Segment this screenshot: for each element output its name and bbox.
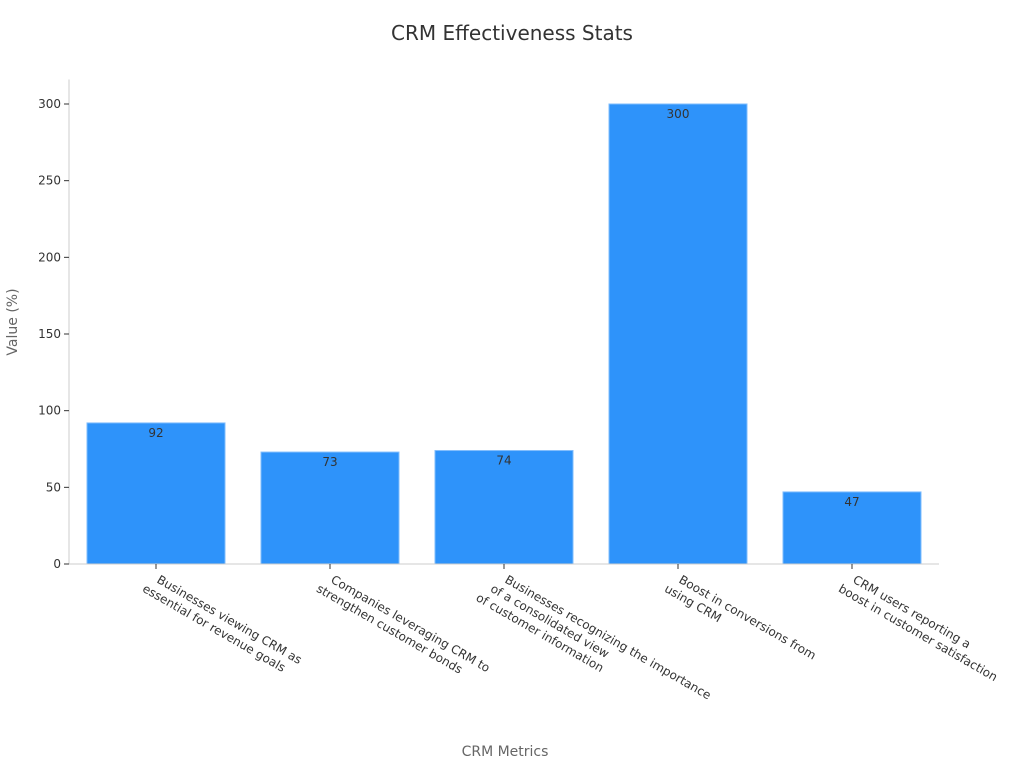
x-tick-label: Companies leveraging CRM tostrengthen cu… bbox=[314, 568, 492, 688]
x-tick-label-line: Boost in conversions from bbox=[677, 572, 819, 662]
x-tick-label-line: Companies leveraging CRM to bbox=[329, 572, 493, 675]
bar-value-label: 300 bbox=[667, 107, 690, 121]
x-tick-label: Businesses viewing CRM asessential for r… bbox=[140, 568, 304, 680]
chart-title: CRM Effectiveness Stats bbox=[391, 21, 633, 45]
x-tick-label-line: Businesses viewing CRM as bbox=[155, 572, 305, 667]
x-tick-label-line: boost in customer satisfaction bbox=[836, 581, 1000, 684]
y-tick-label: 200 bbox=[38, 250, 61, 264]
y-tick-label: 100 bbox=[38, 404, 61, 418]
bar bbox=[260, 451, 400, 565]
x-tick-label: CRM users reporting aboost in customer s… bbox=[836, 568, 1007, 684]
y-tick-label: 50 bbox=[46, 480, 61, 494]
bars-group: 92 73 74 300 47 bbox=[86, 103, 922, 565]
bar bbox=[608, 103, 748, 565]
bar bbox=[782, 491, 922, 565]
x-axis-label: CRM Metrics bbox=[462, 744, 549, 760]
y-tick-label: 300 bbox=[38, 97, 61, 111]
y-axis: 0 50 100 150 200 250 300 bbox=[38, 79, 70, 571]
bar-value-label: 73 bbox=[322, 455, 337, 469]
bar-value-label: 47 bbox=[844, 495, 859, 509]
bar-value-label: 92 bbox=[148, 426, 163, 440]
bar-value-label: 74 bbox=[496, 454, 511, 468]
y-tick-label: 150 bbox=[38, 327, 61, 341]
x-tick-label-line: essential for revenue goals bbox=[140, 581, 288, 674]
x-tick-label: Boost in conversions fromusing CRM bbox=[662, 568, 818, 675]
bar bbox=[434, 450, 574, 565]
x-tick-label-line: strengthen customer bonds bbox=[314, 581, 465, 676]
y-axis-label: Value (%) bbox=[5, 288, 21, 355]
bar bbox=[86, 422, 226, 565]
y-tick-label: 250 bbox=[38, 174, 61, 188]
x-axis: Businesses viewing CRM asessential for r… bbox=[69, 563, 1007, 702]
y-tick-label: 0 bbox=[53, 557, 61, 571]
